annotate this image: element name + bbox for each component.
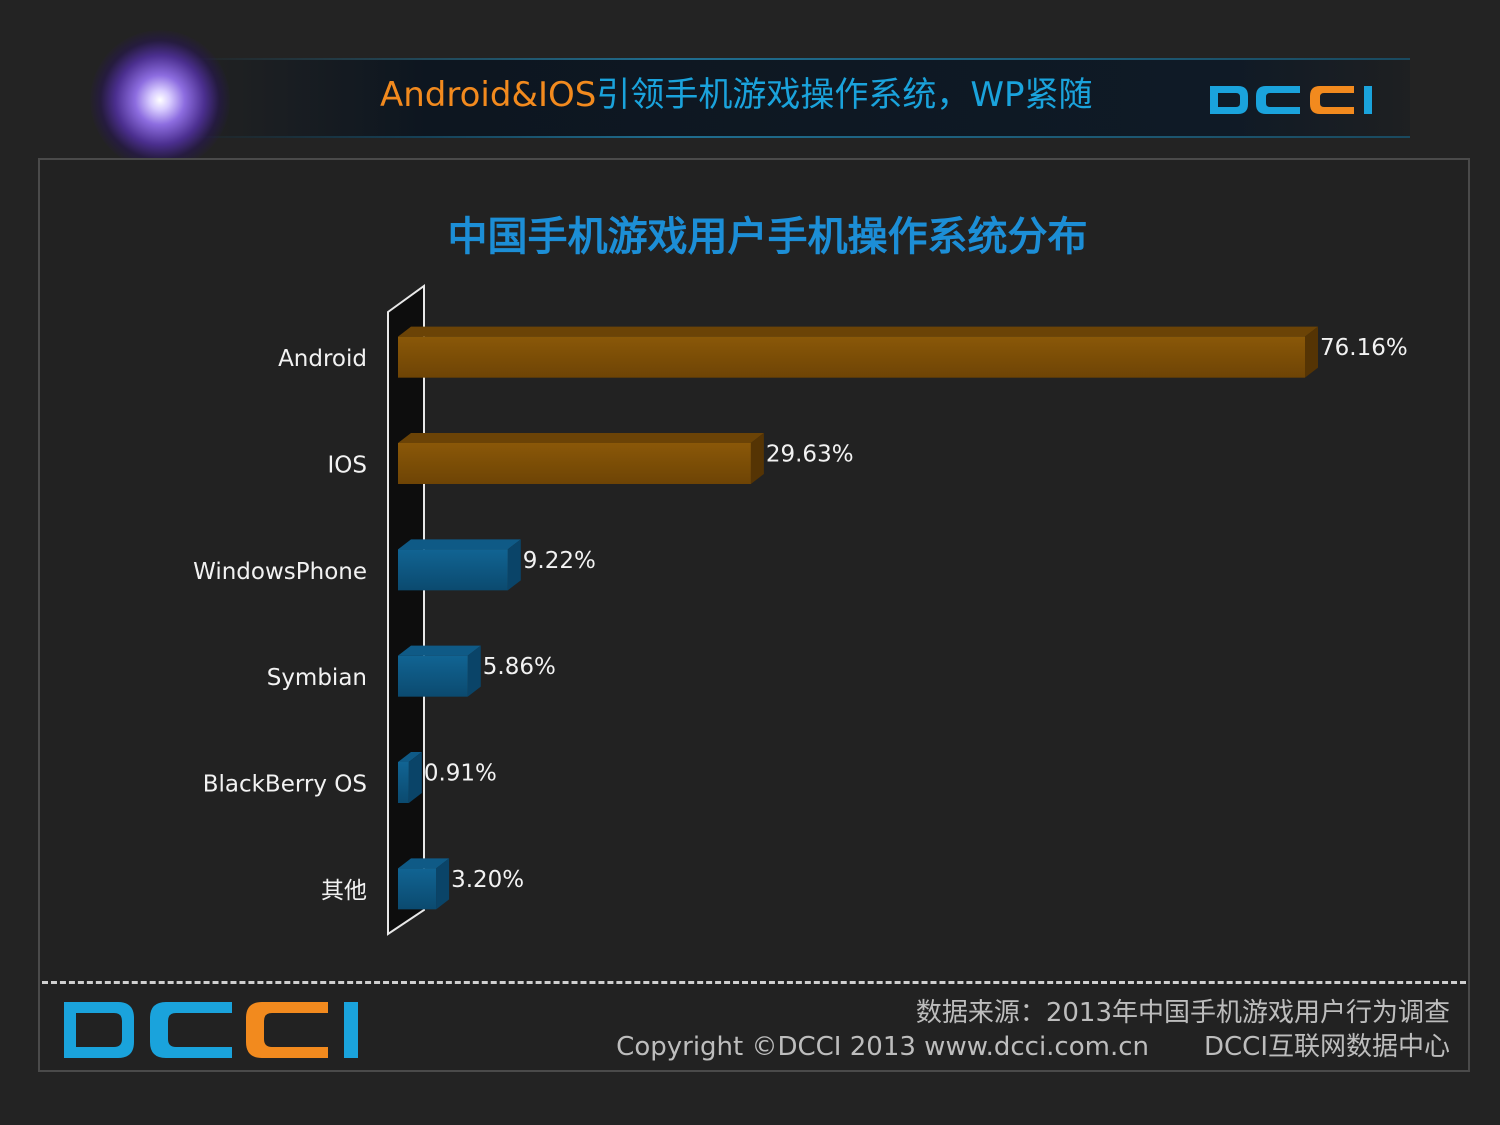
value-label-windowsphone: 9.22%	[523, 548, 596, 574]
bar-windowsphone-side	[507, 539, 521, 591]
header: Android&IOS引领手机游戏操作系统，WP紧随	[0, 0, 1500, 170]
bar-other-top	[398, 858, 450, 869]
copyright-text: Copyright ©DCCI 2013 www.dcci.com.cn	[616, 1032, 1149, 1062]
starburst-icon	[90, 30, 230, 170]
bar-symbian	[398, 655, 468, 697]
bar-ios-side	[750, 433, 764, 484]
category-label-other: 其他	[321, 878, 367, 904]
footer-divider	[42, 981, 1466, 984]
bar-ios	[398, 443, 751, 484]
axis-wall	[387, 284, 425, 936]
bars-group: Android 76.16% IOS 29.63% WindowsPhone 9.22% S…	[193, 326, 1408, 910]
bar-android	[398, 336, 1305, 378]
chart-panel	[38, 158, 1470, 1072]
chart-title: 中国手机游戏用户手机操作系统分布	[447, 214, 1088, 260]
bar-windowsphone-top	[398, 539, 521, 550]
bar-other-side	[436, 858, 450, 910]
header-title-part2: 引领手机游戏操作系统，WP紧随	[596, 75, 1093, 115]
dcci-logo-small	[1210, 86, 1372, 114]
bar-ios-top	[398, 433, 764, 443]
bar-other	[398, 868, 437, 910]
bar-blackberry-os-side	[408, 752, 422, 803]
value-label-android: 76.16%	[1320, 335, 1408, 361]
header-title: Android&IOS引领手机游戏操作系统，WP紧随	[380, 72, 1092, 118]
footer-copyright-row: Copyright ©DCCI 2013 www.dcci.com.cn DCCI…	[616, 1026, 1450, 1063]
header-line-top	[180, 58, 1410, 60]
bar-android-top	[398, 326, 1318, 337]
value-label-other: 3.20%	[451, 867, 524, 893]
bar-symbian-side	[467, 645, 481, 697]
category-label-blackberry-os: BlackBerry OS	[203, 772, 367, 798]
header-title-part1: Android&IOS	[380, 75, 597, 115]
bar-blackberry-os	[398, 762, 409, 803]
org-name: DCCI互联网数据中心	[1204, 1032, 1450, 1062]
data-source: 数据来源：2013年中国手机游戏用户行为调查	[915, 998, 1450, 1028]
value-label-ios: 29.63%	[766, 442, 854, 468]
value-label-symbian: 5.86%	[483, 654, 556, 680]
header-line-bottom	[180, 136, 1410, 138]
category-label-android: Android	[278, 346, 367, 372]
bar-symbian-top	[398, 645, 481, 656]
value-label-blackberry-os: 0.91%	[424, 761, 497, 787]
bar-blackberry-os-top	[398, 752, 422, 762]
bar-android-side	[1305, 326, 1318, 378]
category-label-windowsphone: WindowsPhone	[193, 559, 367, 585]
header-band	[180, 60, 1410, 138]
axis-wall-face	[387, 284, 425, 936]
bar-windowsphone	[398, 549, 508, 591]
category-label-symbian: Symbian	[267, 665, 367, 691]
dcci-logo-large	[64, 1002, 358, 1058]
category-label-ios: IOS	[328, 453, 368, 479]
